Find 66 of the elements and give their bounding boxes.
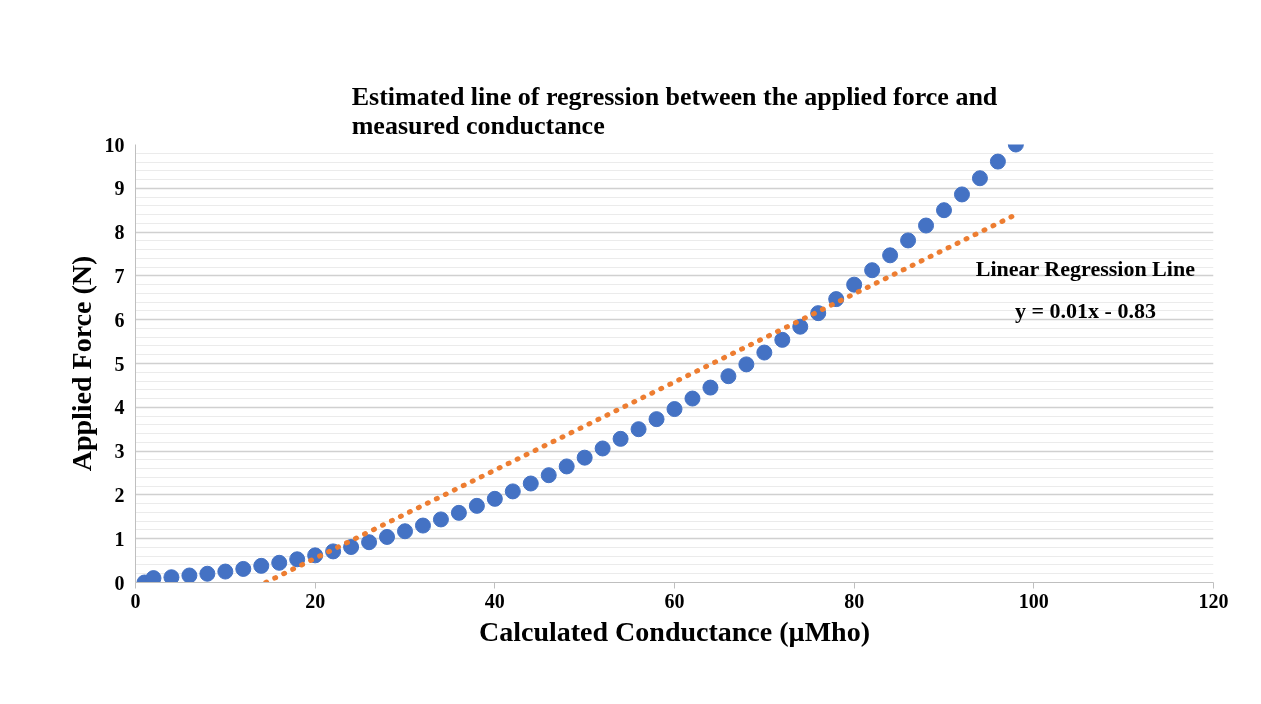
point [145,570,162,583]
y-tick-label: 6 [114,308,125,331]
x-tick-label: 0 [130,589,141,612]
point [953,186,970,203]
point [558,458,575,475]
point [864,262,881,279]
annotation: Linear Regression Line [975,256,1196,281]
point [630,421,647,438]
point [756,344,773,361]
point [846,276,863,293]
point [379,528,396,545]
chart-title: Estimated line of regression between the applied force and measured conductance [351,81,998,140]
point [774,331,791,348]
point [971,170,988,187]
point [720,368,737,385]
x-tick-label: 80 [844,589,865,612]
y-tick-label: 3 [114,440,125,463]
y-tick-label: 10 [104,133,125,156]
y-tick-label: 0 [114,571,125,594]
point [936,202,952,219]
point [486,490,503,507]
y-tick-label: 5 [114,352,125,375]
point [504,483,521,500]
y-tick-label: 2 [114,483,125,506]
point [235,560,252,577]
point [289,551,306,568]
point [163,569,180,583]
point [468,497,485,514]
x-axis-title: Calculated Conductance (µMho) [479,615,871,647]
point [576,449,593,466]
x-tick-label: 20 [305,589,326,612]
point [540,467,557,484]
point [918,217,935,234]
point [684,390,701,407]
x-tick-label: 120 [1198,589,1229,612]
y-tick-label: 1 [114,527,125,550]
annotation: y = 0.01x - 0.83 [1015,298,1156,323]
x-tick-label: 40 [484,589,505,612]
point [882,247,899,264]
point [271,554,288,571]
point [989,153,1006,170]
point [666,401,683,418]
point [648,411,665,428]
point [450,504,467,521]
y-axis-title: Applied Force (N) [65,255,97,472]
point [612,430,629,447]
point [253,557,270,574]
point [343,539,360,556]
point [702,379,719,396]
point [181,567,198,583]
y-tick-label: 9 [114,177,125,200]
point [432,511,449,528]
point [217,563,234,580]
y-tick-label: 7 [114,264,125,287]
x-tick-label: 100 [1018,589,1049,612]
point [738,356,755,373]
y-tick-label: 8 [114,221,125,244]
point [199,565,216,582]
point [900,232,917,249]
point [414,517,431,534]
point [361,534,378,551]
point [594,440,611,457]
point [397,523,413,540]
x-tick-label: 60 [664,589,685,612]
point [522,475,539,492]
y-tick-label: 4 [114,396,125,419]
